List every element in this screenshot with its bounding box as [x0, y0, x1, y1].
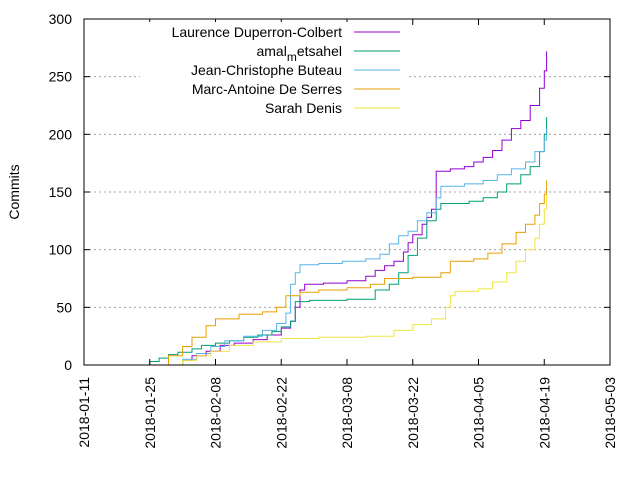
x-tick-label: 2018-04-05 [471, 377, 487, 449]
series-line-5 [173, 194, 548, 366]
y-tick-label: 100 [49, 242, 73, 258]
y-tick-label: 200 [49, 126, 73, 142]
x-axis: 2018-01-11 2018-01-25 2018-02-08 2018-02-22… [76, 19, 618, 449]
legend: Laurence Duperron-ColbertamalmetsahelJea… [140, 22, 408, 119]
legend-text: Marc-Antoine De Serres [192, 81, 342, 97]
series-line-2 [145, 117, 548, 366]
legend-label: Laurence Duperron-Colbert [172, 24, 343, 40]
legend-label: Marc-Antoine De Serres [192, 81, 342, 97]
y-tick-label: 50 [56, 299, 72, 315]
legend-text: Laurence Duperron-Colbert [172, 24, 343, 40]
y-tick-label: 250 [49, 69, 73, 85]
legend-label: Sarah Denis [265, 100, 342, 116]
x-tick-label: 2018-05-03 [602, 377, 618, 449]
x-tick-label: 2018-03-08 [339, 377, 355, 449]
y-axis-label: Commits [6, 164, 22, 219]
legend-label: Jean-Christophe Buteau [191, 62, 342, 78]
legend-text: etsahel [297, 43, 342, 59]
legend-text: Sarah Denis [265, 100, 342, 116]
series-line-4 [159, 180, 548, 366]
series-line-1 [173, 51, 548, 366]
legend-subscript: m [287, 50, 297, 64]
x-tick-label: 2018-02-08 [208, 377, 224, 449]
legend-text: amal [256, 43, 286, 59]
y-tick-label: 300 [49, 11, 73, 27]
x-tick-label: 2018-04-19 [536, 377, 552, 449]
y-axis: 0 50 100 150 200 250 300 [49, 11, 610, 373]
x-tick-label: 2018-01-11 [76, 377, 92, 448]
x-tick-label: 2018-02-22 [273, 377, 289, 449]
y-tick-label: 0 [64, 357, 72, 373]
x-tick-label: 2018-01-25 [142, 377, 158, 449]
x-tick-label: 2018-03-22 [405, 377, 421, 449]
legend-label: amalmetsahel [256, 43, 342, 64]
series-lines [145, 51, 548, 366]
legend-text: Jean-Christophe Buteau [191, 62, 342, 78]
y-tick-label: 150 [49, 184, 73, 200]
series-line-3 [173, 128, 548, 366]
